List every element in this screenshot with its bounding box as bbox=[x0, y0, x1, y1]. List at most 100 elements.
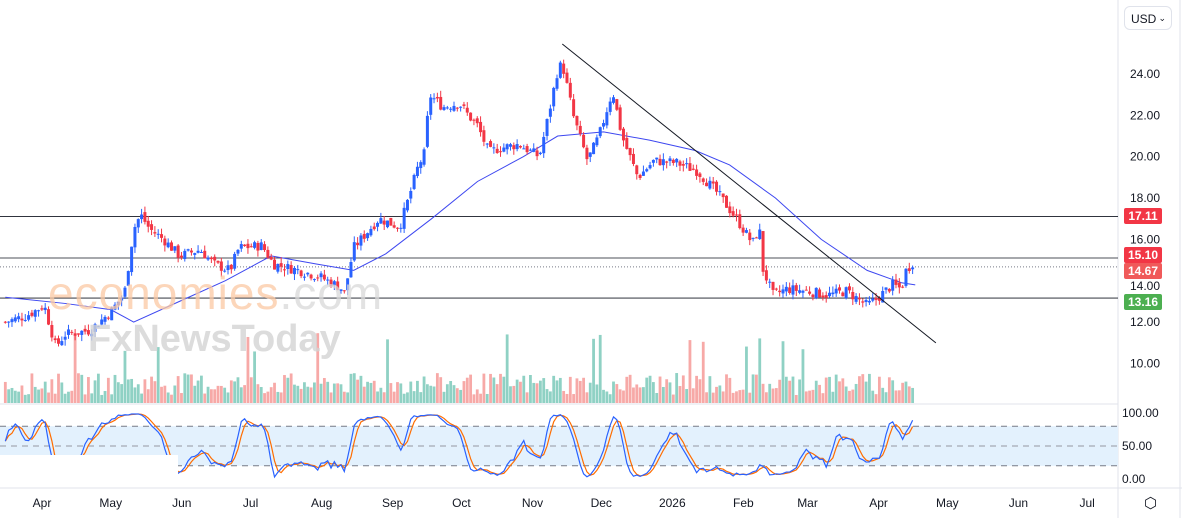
volume-bar bbox=[226, 392, 230, 403]
candle-body bbox=[50, 325, 54, 338]
watermark-economies-suffix: .com bbox=[279, 267, 384, 319]
time-tick-label: Jul bbox=[243, 496, 258, 510]
volume-bar bbox=[585, 392, 589, 403]
candle-body bbox=[342, 290, 346, 292]
price-tag: 15.10 bbox=[1124, 247, 1162, 263]
candle-body bbox=[183, 250, 187, 259]
volume-bar bbox=[359, 375, 363, 403]
volume-bar bbox=[259, 387, 263, 403]
volume-bar bbox=[83, 394, 87, 403]
volume-bar bbox=[575, 378, 579, 403]
candle-body bbox=[106, 317, 110, 319]
candle-body bbox=[867, 300, 871, 303]
volume-bar bbox=[209, 389, 213, 403]
volume-bar bbox=[200, 375, 203, 403]
volume-bar bbox=[266, 391, 270, 403]
volume-bar bbox=[598, 334, 602, 403]
volume-bar bbox=[352, 373, 356, 403]
candle-body bbox=[701, 178, 705, 182]
candle-body bbox=[911, 267, 915, 270]
volume-bar bbox=[439, 377, 443, 403]
volume-bar bbox=[40, 388, 44, 403]
volume-bar bbox=[263, 393, 266, 403]
volume-bar bbox=[37, 389, 40, 403]
volume-bar bbox=[120, 384, 124, 403]
candle-body bbox=[688, 163, 692, 171]
candle-body bbox=[615, 99, 619, 110]
candle-body bbox=[465, 107, 469, 113]
volume-bar bbox=[309, 387, 313, 403]
candle-body bbox=[887, 288, 891, 292]
candle-body bbox=[432, 98, 436, 100]
candle-body bbox=[828, 292, 832, 297]
volume-bar bbox=[412, 391, 416, 403]
volume-bar bbox=[133, 387, 137, 403]
candle-body bbox=[189, 250, 193, 253]
volume-bar bbox=[322, 378, 326, 403]
currency-selector[interactable]: USD ⌄ bbox=[1124, 6, 1172, 30]
candle-body bbox=[20, 318, 24, 321]
volume-bar bbox=[246, 336, 250, 403]
candle-body bbox=[821, 295, 825, 298]
candle-body bbox=[316, 277, 320, 279]
time-tick-label: Aug bbox=[311, 496, 332, 510]
volume-bar bbox=[798, 379, 802, 403]
volume-bar bbox=[166, 392, 170, 403]
candle-body bbox=[306, 272, 310, 275]
volume-bar bbox=[841, 378, 845, 403]
volume-bar bbox=[615, 384, 619, 403]
candle-body bbox=[356, 242, 360, 246]
candle-body bbox=[10, 319, 14, 323]
volume-bar bbox=[346, 392, 350, 403]
volume-bar bbox=[386, 339, 389, 403]
volume-bar bbox=[256, 384, 260, 403]
volume-bar bbox=[442, 391, 446, 403]
volume-bar bbox=[293, 384, 296, 403]
candle-body bbox=[552, 87, 556, 107]
volume-bar bbox=[505, 334, 509, 403]
candle-body bbox=[459, 106, 463, 108]
volume-bar bbox=[695, 375, 698, 403]
time-tick-label: Jul bbox=[1079, 496, 1094, 510]
candle-body bbox=[771, 281, 775, 290]
volume-bar bbox=[718, 385, 722, 403]
settings-icon[interactable]: ⬡ bbox=[1144, 495, 1158, 512]
candle-body bbox=[725, 195, 729, 208]
candle-body bbox=[495, 148, 499, 153]
volume-bar bbox=[691, 388, 695, 403]
candle-body bbox=[362, 233, 366, 239]
candle-body bbox=[419, 162, 423, 169]
candle-body bbox=[861, 301, 865, 303]
candle-body bbox=[588, 152, 592, 157]
volume-bar bbox=[100, 394, 104, 403]
volume-bar bbox=[738, 390, 742, 403]
price-tick-label: 12.00 bbox=[1130, 315, 1160, 329]
candle-body bbox=[206, 257, 210, 260]
candle-body bbox=[369, 228, 373, 236]
volume-bar bbox=[146, 389, 150, 403]
price-tag: 13.16 bbox=[1124, 294, 1162, 310]
volume-bar bbox=[758, 338, 762, 403]
volume-bar bbox=[897, 390, 901, 403]
volume-bar bbox=[389, 383, 393, 403]
candle-body bbox=[146, 220, 150, 227]
volume-bar bbox=[665, 379, 669, 403]
volume-bar bbox=[548, 391, 552, 403]
volume-bar bbox=[748, 392, 752, 403]
volume-bar bbox=[455, 388, 459, 403]
volume-bar bbox=[180, 393, 183, 403]
candle-body bbox=[764, 270, 768, 281]
volume-bar bbox=[735, 391, 738, 403]
candle-body bbox=[744, 230, 748, 233]
volume-bar bbox=[868, 373, 871, 403]
volume-bar bbox=[303, 382, 306, 403]
candle-body bbox=[901, 286, 905, 288]
volume-bar bbox=[369, 382, 373, 403]
candle-body bbox=[256, 242, 260, 251]
candle-body bbox=[542, 136, 546, 154]
volume-bar bbox=[193, 385, 197, 403]
candle-body bbox=[93, 324, 97, 332]
candle-body bbox=[505, 144, 509, 150]
